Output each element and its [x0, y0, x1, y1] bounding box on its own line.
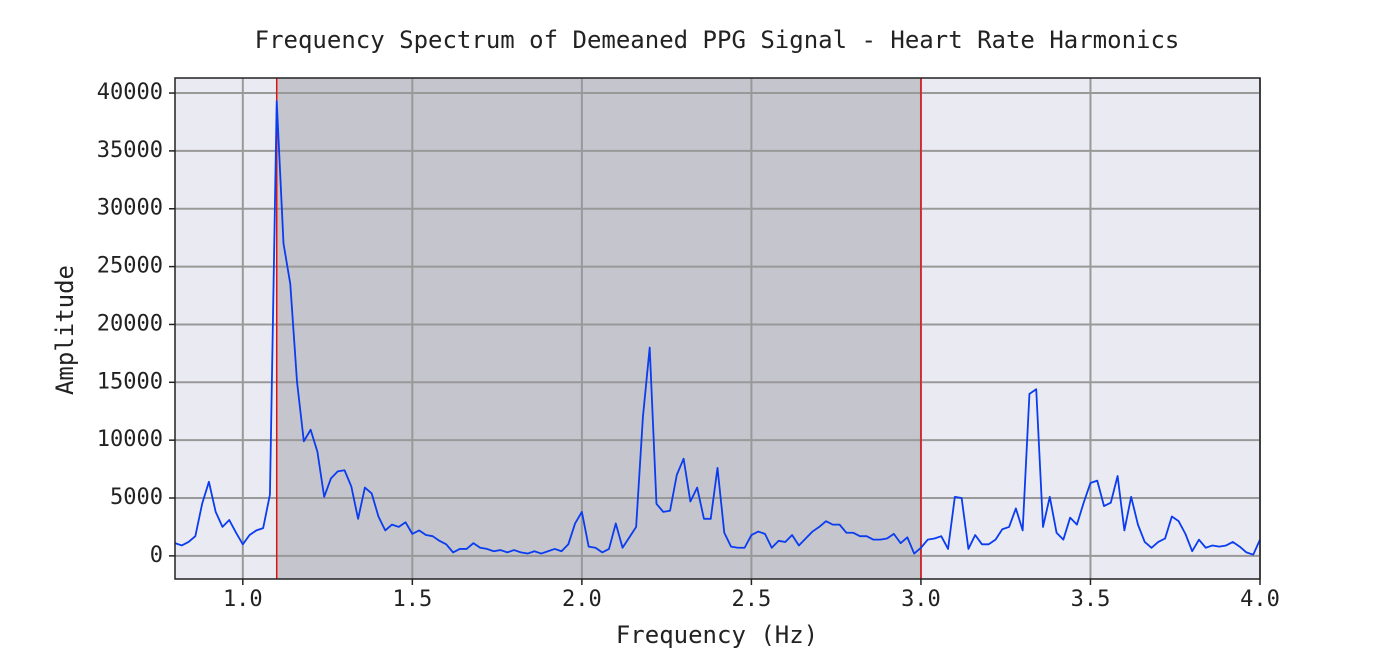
plot-frame: [174, 77, 1261, 580]
y-tick-label: 40000: [97, 80, 163, 105]
y-axis-label: Amplitude: [51, 265, 79, 395]
shaded-region: [276, 78, 921, 579]
y-tick-label: 20000: [97, 311, 163, 336]
y-tick-label: 15000: [97, 369, 163, 394]
y-tick-label: 35000: [97, 138, 163, 163]
x-tick-label: 3.5: [1071, 587, 1111, 612]
x-tick-label: 1.0: [223, 587, 263, 612]
y-tick-label: 30000: [97, 196, 163, 221]
spectrum-line: [174, 100, 1261, 556]
x-tick-label: 2.0: [562, 587, 602, 612]
chart-title: Frequency Spectrum of Demeaned PPG Signa…: [255, 26, 1180, 54]
y-tick-label: 10000: [97, 427, 163, 452]
x-tick-label: 3.0: [901, 587, 941, 612]
y-tick-label: 0: [150, 543, 163, 568]
y-tick-label: 25000: [97, 254, 163, 279]
x-tick-label: 1.5: [392, 587, 432, 612]
y-tick-label: 5000: [110, 485, 163, 510]
x-axis-label: Frequency (Hz): [616, 621, 818, 649]
x-tick-label: 2.5: [732, 587, 772, 612]
x-tick-label: 4.0: [1240, 587, 1280, 612]
